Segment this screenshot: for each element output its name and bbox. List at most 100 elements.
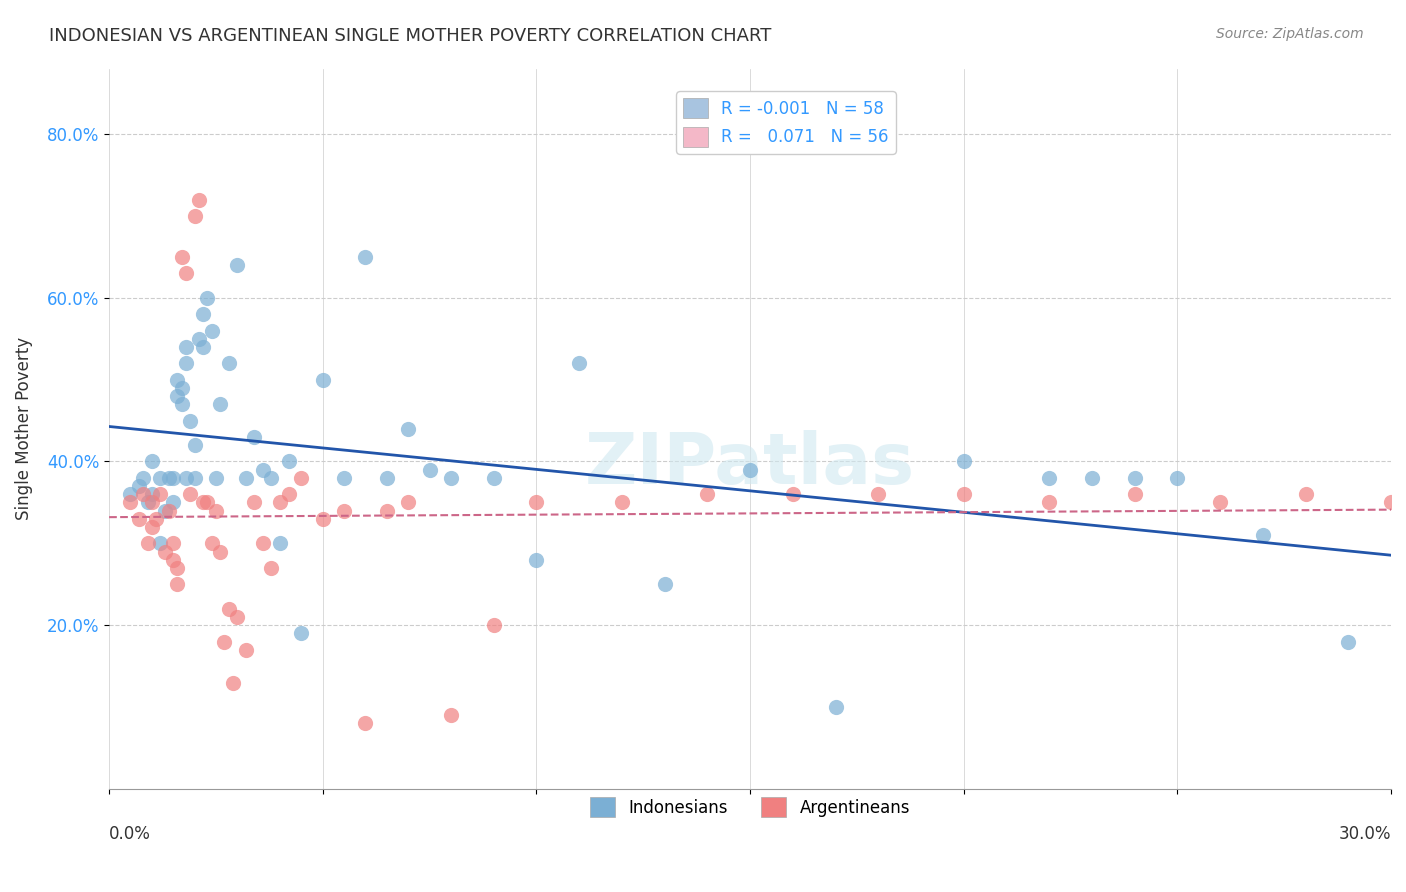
Point: [260, 471, 283, 485]
Point: [1166, 471, 1188, 485]
Point: [1209, 495, 1232, 509]
Point: [191, 495, 214, 509]
Point: [952, 454, 974, 468]
Point: [1038, 495, 1060, 509]
Point: [1295, 487, 1317, 501]
Point: [191, 340, 214, 354]
Point: [149, 536, 172, 550]
Point: [696, 487, 718, 501]
Point: [149, 487, 172, 501]
Point: [354, 250, 377, 264]
Point: [354, 716, 377, 731]
Point: [170, 381, 193, 395]
Point: [419, 463, 441, 477]
Point: [218, 356, 240, 370]
Point: [205, 503, 228, 517]
Point: [1123, 471, 1146, 485]
Point: [141, 487, 163, 501]
Legend: Indonesians, Argentineans: Indonesians, Argentineans: [583, 790, 917, 824]
Point: [128, 512, 150, 526]
Point: [333, 471, 356, 485]
Point: [136, 536, 159, 550]
Point: [183, 438, 205, 452]
Point: [482, 618, 505, 632]
Point: [162, 553, 184, 567]
Point: [145, 512, 167, 526]
Point: [1251, 528, 1274, 542]
Point: [141, 520, 163, 534]
Point: [128, 479, 150, 493]
Point: [214, 634, 236, 648]
Point: [235, 642, 257, 657]
Point: [277, 454, 299, 468]
Point: [252, 536, 274, 550]
Point: [157, 471, 180, 485]
Point: [120, 487, 142, 501]
Text: Source: ZipAtlas.com: Source: ZipAtlas.com: [1216, 27, 1364, 41]
Point: [1081, 471, 1104, 485]
Point: [191, 307, 214, 321]
Text: 30.0%: 30.0%: [1339, 825, 1391, 843]
Point: [269, 536, 291, 550]
Point: [1337, 634, 1360, 648]
Point: [132, 471, 155, 485]
Point: [654, 577, 676, 591]
Point: [260, 561, 283, 575]
Point: [153, 544, 176, 558]
Point: [375, 471, 398, 485]
Point: [120, 495, 142, 509]
Point: [149, 471, 172, 485]
Point: [269, 495, 291, 509]
Point: [183, 471, 205, 485]
Point: [1038, 471, 1060, 485]
Point: [222, 675, 245, 690]
Point: [218, 602, 240, 616]
Point: [174, 471, 197, 485]
Point: [277, 487, 299, 501]
Point: [312, 512, 335, 526]
Point: [197, 291, 219, 305]
Point: [782, 487, 804, 501]
Point: [824, 700, 846, 714]
Point: [1379, 495, 1402, 509]
Point: [157, 503, 180, 517]
Point: [166, 561, 188, 575]
Point: [174, 340, 197, 354]
Point: [1123, 487, 1146, 501]
Point: [179, 487, 201, 501]
Point: [166, 577, 188, 591]
Point: [174, 356, 197, 370]
Point: [141, 454, 163, 468]
Point: [243, 430, 266, 444]
Point: [396, 495, 419, 509]
Point: [201, 324, 224, 338]
Point: [174, 266, 197, 280]
Point: [290, 471, 312, 485]
Point: [375, 503, 398, 517]
Point: [226, 258, 249, 272]
Point: [153, 503, 176, 517]
Point: [868, 487, 890, 501]
Point: [162, 471, 184, 485]
Point: [209, 397, 232, 411]
Point: [162, 536, 184, 550]
Point: [136, 495, 159, 509]
Point: [170, 250, 193, 264]
Point: [197, 495, 219, 509]
Point: [187, 193, 209, 207]
Point: [738, 463, 761, 477]
Point: [333, 503, 356, 517]
Point: [179, 413, 201, 427]
Point: [243, 495, 266, 509]
Point: [526, 495, 548, 509]
Point: [162, 495, 184, 509]
Point: [440, 708, 463, 723]
Y-axis label: Single Mother Poverty: Single Mother Poverty: [15, 337, 32, 520]
Text: ZIPatlas: ZIPatlas: [585, 430, 915, 500]
Text: 0.0%: 0.0%: [110, 825, 150, 843]
Point: [205, 471, 228, 485]
Point: [209, 544, 232, 558]
Point: [396, 422, 419, 436]
Point: [312, 373, 335, 387]
Point: [201, 536, 224, 550]
